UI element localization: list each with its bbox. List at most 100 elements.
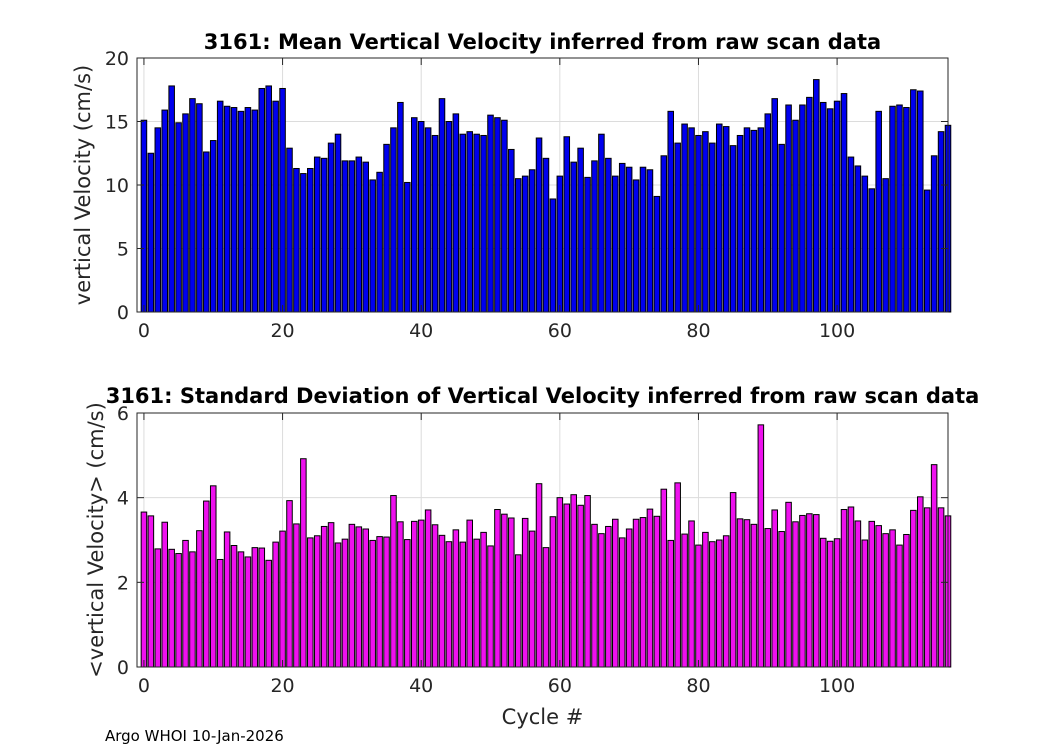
bar: [875, 525, 882, 668]
bar: [487, 114, 494, 313]
bar: [397, 521, 404, 668]
bar: [688, 520, 695, 668]
bar: [452, 529, 460, 668]
bar: [424, 127, 432, 313]
bar: [882, 533, 889, 668]
bar: [792, 521, 799, 668]
y-tick-label: 6: [117, 403, 129, 425]
bar: [189, 551, 196, 668]
bar: [833, 538, 841, 668]
bar: [917, 90, 924, 313]
y-tick-label: 2: [117, 572, 129, 594]
y-tick-label: 0: [117, 657, 129, 679]
bar: [819, 537, 827, 668]
y-tick-label: 0: [117, 302, 129, 324]
std-velocity-chart: 0 20 40 60 80 100 0 2 4 6 3161: Standard Deviatio…: [84, 384, 979, 729]
bar: [868, 520, 876, 668]
bar: [417, 519, 425, 668]
bar: [258, 547, 266, 668]
bar: [203, 151, 210, 313]
bar: [161, 109, 168, 313]
x-axis-label: Cycle #: [502, 705, 584, 729]
bar: [272, 541, 279, 668]
bar: [230, 107, 238, 313]
bar: [750, 129, 758, 313]
bar: [605, 157, 612, 313]
bar: [653, 515, 661, 668]
bar: [598, 133, 605, 313]
bar: [473, 133, 480, 313]
bar: [390, 127, 397, 313]
bar: [168, 548, 175, 668]
bar: [487, 545, 494, 668]
bar: [826, 108, 834, 313]
x-tick-label: 40: [409, 675, 433, 697]
bar: [570, 161, 577, 313]
bar: [404, 181, 411, 313]
bar: [612, 175, 619, 313]
bar: [660, 155, 668, 313]
bar: [653, 195, 661, 313]
bar: [383, 536, 390, 668]
bar: [930, 155, 938, 313]
bar: [535, 137, 543, 313]
x-tick-label: 20: [270, 320, 294, 342]
bar: [854, 520, 862, 668]
y-tick-label: 15: [105, 112, 129, 134]
bar: [397, 101, 404, 313]
bar: [223, 531, 231, 668]
x-tick-label: 60: [548, 320, 572, 342]
bar: [549, 198, 557, 313]
bar: [612, 518, 619, 668]
bar: [840, 509, 848, 668]
bar: [501, 119, 508, 313]
bar: [722, 126, 730, 313]
bar: [813, 514, 820, 668]
bar: [473, 538, 480, 668]
bar: [785, 104, 792, 313]
bar: [154, 548, 162, 668]
bar: [279, 530, 286, 668]
bar: [223, 105, 231, 313]
bar: [508, 148, 515, 313]
bar: [196, 103, 203, 313]
bar: [300, 173, 307, 313]
bar: [286, 500, 293, 668]
bar: [293, 167, 300, 313]
bar: [209, 140, 217, 313]
bar: [570, 494, 577, 668]
bar: [923, 507, 931, 668]
x-tick-label: 0: [138, 675, 150, 697]
bar: [618, 537, 626, 668]
bar: [237, 110, 245, 313]
bar: [161, 521, 168, 668]
bar: [341, 538, 349, 668]
bar: [771, 509, 778, 668]
bar: [230, 545, 238, 668]
bar: [528, 530, 536, 668]
bar: [625, 528, 633, 668]
mean-velocity-chart: 0 20 40 60 80 100 0 5 10 15 20 3161: Mean Vertical…: [71, 30, 952, 342]
bar: [764, 113, 772, 313]
bar: [799, 104, 806, 313]
bar: [154, 127, 162, 313]
bar: [438, 98, 446, 313]
bar: [390, 495, 397, 668]
bar: [313, 156, 321, 313]
bar: [362, 161, 370, 313]
bar: [743, 519, 751, 668]
bar: [799, 514, 806, 668]
bar: [826, 540, 834, 668]
bar: [410, 520, 418, 668]
bar: [209, 485, 217, 668]
bar: [778, 531, 785, 668]
bar: [875, 110, 882, 313]
bar: [577, 147, 584, 313]
bar: [917, 496, 924, 668]
bar: [244, 556, 252, 668]
x-tick-label: 20: [270, 675, 294, 697]
plot-frame: [136, 412, 949, 668]
bar: [355, 526, 363, 668]
bar: [334, 133, 342, 313]
